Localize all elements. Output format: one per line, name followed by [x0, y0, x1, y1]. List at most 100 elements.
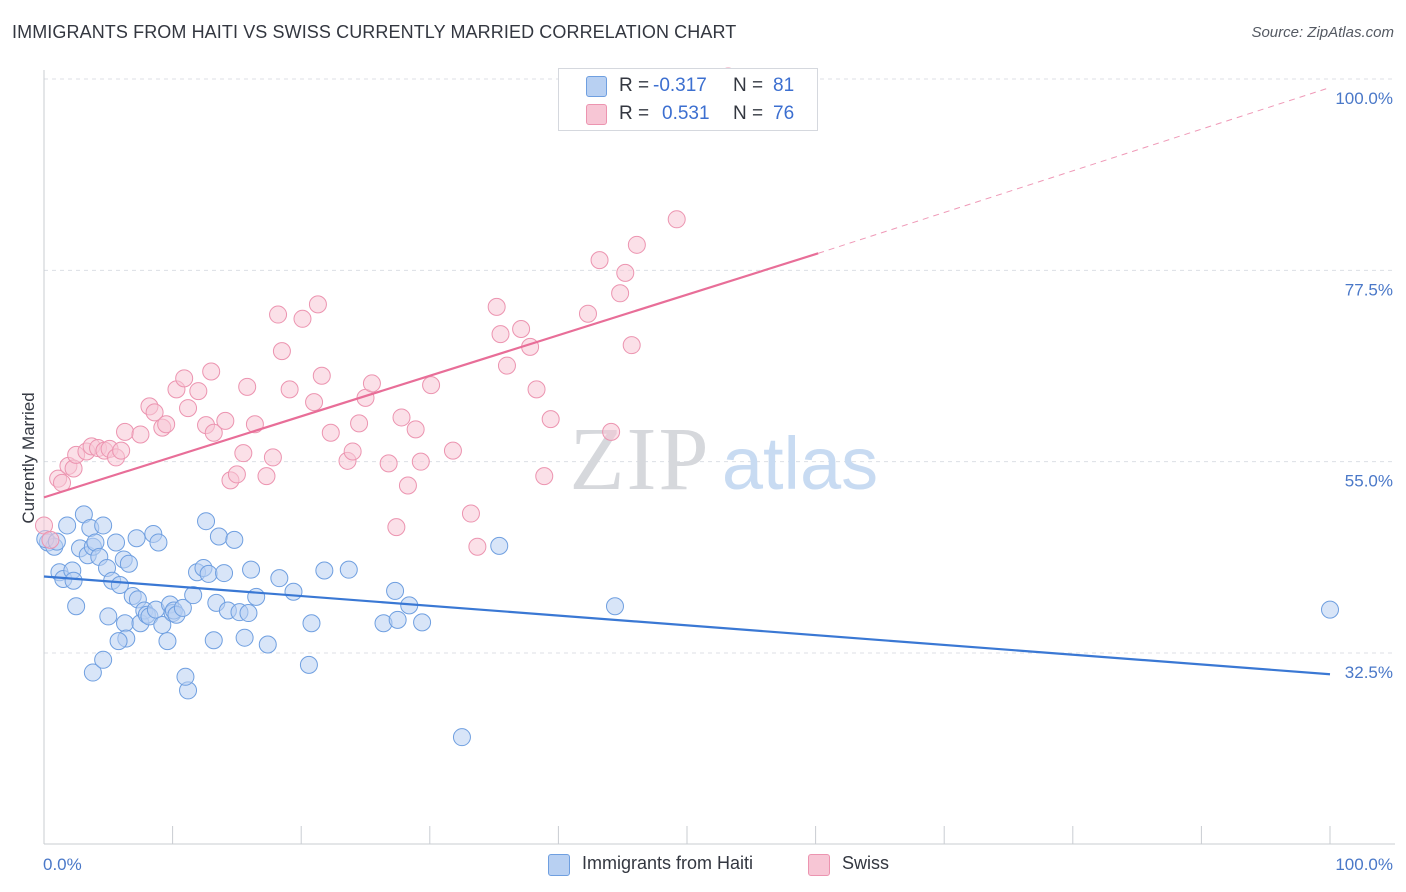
- data-point: [602, 422, 621, 441]
- data-point: [64, 571, 83, 590]
- series-immigrants-from-haiti: [36, 505, 1339, 747]
- data-point: [247, 587, 266, 606]
- data-point: [94, 516, 113, 535]
- data-point: [204, 631, 223, 650]
- legend-r-value: 0.531: [662, 103, 710, 124]
- trend-line-swiss: [43, 252, 819, 499]
- data-point: [616, 263, 635, 282]
- data-point: [362, 374, 381, 393]
- data-point: [153, 615, 172, 634]
- data-point: [392, 408, 411, 427]
- data-point: [83, 663, 102, 682]
- x-tick-label: 100.0%: [1335, 855, 1393, 874]
- data-point: [176, 667, 195, 686]
- data-point: [312, 366, 331, 385]
- data-point: [605, 597, 624, 616]
- bottom-legend-label: Swiss: [842, 853, 890, 873]
- legend-n-label: N =: [733, 75, 764, 96]
- data-point: [257, 467, 276, 486]
- data-point: [116, 614, 135, 633]
- legend-n-value: 76: [773, 103, 795, 124]
- data-point: [234, 444, 253, 463]
- data-point: [204, 423, 223, 442]
- data-point: [406, 420, 425, 439]
- trend-lines: [43, 87, 1331, 676]
- data-point: [299, 655, 318, 674]
- data-point: [667, 210, 686, 229]
- data-point: [343, 442, 362, 461]
- axes: [43, 70, 1395, 845]
- data-point: [284, 582, 303, 601]
- data-point: [452, 728, 471, 747]
- chart-source: Source: ZipAtlas.com: [1251, 24, 1394, 41]
- data-point: [202, 362, 221, 381]
- data-point: [227, 465, 246, 484]
- y-tick-label: 55.0%: [1345, 472, 1393, 491]
- data-point: [611, 284, 630, 303]
- data-point: [280, 380, 299, 399]
- data-point: [99, 607, 118, 626]
- data-point: [109, 632, 128, 651]
- legend-n-value: 81: [773, 75, 795, 96]
- data-point: [158, 632, 177, 651]
- data-point: [179, 399, 198, 418]
- data-point: [491, 325, 510, 344]
- data-point: [512, 320, 531, 339]
- data-point: [422, 376, 441, 395]
- legend-row-haiti: R = -0.317 N = 81: [559, 72, 817, 100]
- data-point: [315, 561, 334, 580]
- data-point: [145, 403, 164, 422]
- data-point: [293, 309, 312, 328]
- legend-row-swiss: R = 0.531 N = 76: [559, 100, 817, 128]
- data-point: [388, 610, 407, 629]
- data-point: [225, 530, 244, 549]
- data-point: [461, 504, 480, 523]
- data-point: [411, 452, 430, 471]
- data-point: [270, 569, 289, 588]
- data-point: [305, 393, 324, 412]
- data-point: [238, 377, 257, 396]
- data-point: [209, 527, 228, 546]
- data-point: [127, 529, 146, 548]
- data-point: [258, 635, 277, 654]
- legend-r-value: -0.317: [653, 75, 707, 96]
- data-point: [308, 295, 327, 314]
- data-point: [239, 604, 258, 623]
- data-point: [67, 597, 86, 616]
- data-point: [119, 554, 138, 573]
- data-point: [197, 512, 216, 531]
- data-point: [490, 536, 509, 555]
- data-point: [184, 586, 203, 605]
- data-point: [321, 423, 340, 442]
- data-point: [116, 422, 135, 441]
- data-point: [379, 454, 398, 473]
- data-point: [350, 414, 369, 433]
- watermark: ZIP atlas: [570, 410, 879, 509]
- data-point: [302, 614, 321, 633]
- watermark-atlas: atlas: [722, 422, 878, 505]
- data-point: [627, 235, 646, 254]
- data-point: [41, 530, 60, 549]
- data-point: [216, 411, 235, 430]
- tick-labels: 32.5% 55.0% 77.5% 100.0% 0.0% 100.0%: [43, 89, 1393, 874]
- data-point: [1321, 600, 1339, 619]
- data-point: [497, 356, 516, 375]
- y-tick-label: 77.5%: [1345, 280, 1393, 299]
- correlation-legend: R = -0.317 N = 81 R = 0.531 N = 76: [558, 68, 818, 131]
- data-point: [387, 518, 406, 537]
- legend-r-label: R =: [619, 75, 650, 96]
- bottom-legend-label: Immigrants from Haiti: [582, 853, 754, 873]
- data-point: [235, 628, 254, 647]
- data-point: [386, 581, 405, 600]
- y-tick-label: 100.0%: [1335, 89, 1393, 108]
- chart-title: IMMIGRANTS FROM HAITI VS SWISS CURRENTLY…: [12, 22, 737, 42]
- trend-line-haiti: [43, 575, 1331, 676]
- data-point: [339, 560, 358, 579]
- bottom-legend-swatch-blue: [548, 854, 570, 876]
- data-point: [94, 650, 113, 669]
- data-point: [58, 516, 77, 535]
- data-point: [413, 613, 432, 632]
- bottom-legend-swatch-pink: [808, 854, 830, 876]
- legend-swatch-pink: [586, 104, 607, 125]
- data-point: [149, 533, 168, 552]
